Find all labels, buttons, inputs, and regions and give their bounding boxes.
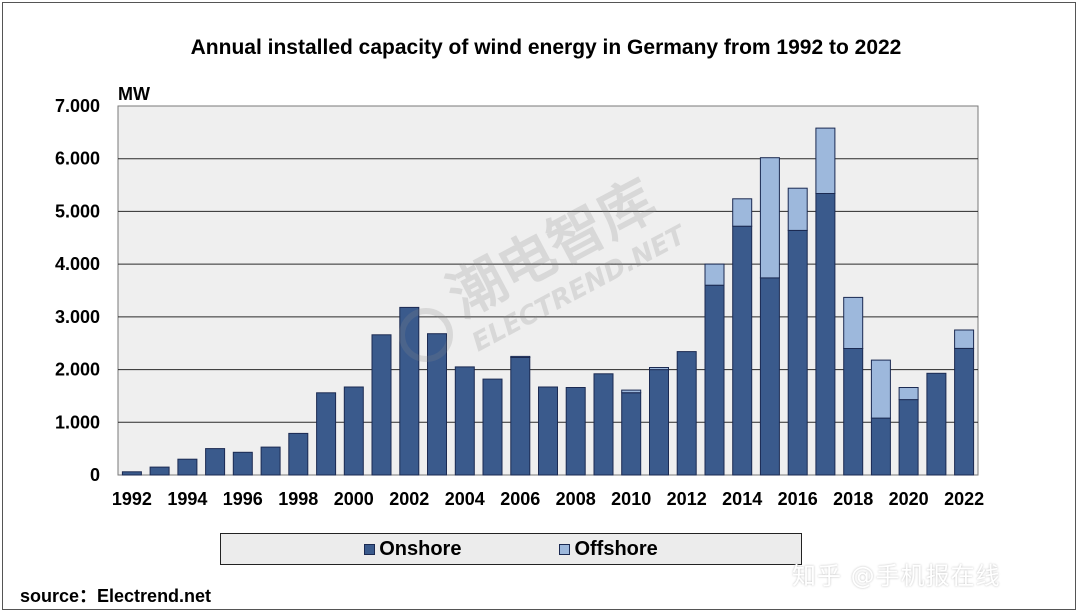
y-tick-label: 5.000 bbox=[55, 201, 100, 221]
bar-onshore-2003 bbox=[427, 333, 447, 476]
bar-offshore-2014 bbox=[732, 198, 753, 227]
x-tick-label-2020: 2020 bbox=[889, 489, 929, 509]
bar-onshore-2018 bbox=[843, 348, 864, 476]
legend-label-offshore: Offshore bbox=[574, 537, 658, 560]
bar-onshore-2004 bbox=[454, 366, 475, 476]
bar-offshore-2017 bbox=[815, 127, 836, 195]
bar-onshore-1994 bbox=[177, 458, 198, 476]
chart-title: Annual installed capacity of wind energy… bbox=[190, 36, 902, 59]
y-axis-unit-label: MW bbox=[118, 84, 150, 104]
chart-plot: 0 1.000 2.000 3.000 4.000 5.000 6.000 7.000 199… bbox=[55, 96, 984, 509]
y-tick-label: 0 bbox=[90, 465, 100, 485]
bar-offshore-2019 bbox=[870, 359, 891, 419]
bar-onshore-2001 bbox=[371, 334, 392, 476]
bar-offshore-2022 bbox=[954, 329, 975, 349]
bar-onshore-2011 bbox=[649, 369, 669, 476]
bar-offshore-2013 bbox=[704, 263, 725, 286]
bar-onshore-2014 bbox=[732, 225, 753, 476]
bar-onshore-2000 bbox=[343, 386, 364, 476]
bar-onshore-2005 bbox=[482, 378, 503, 476]
x-tick-labels: 1992 1994 1996 1998 2000 2002 2004 2006 2008 2010… bbox=[112, 489, 984, 509]
y-tick-label: 3.000 bbox=[55, 307, 100, 327]
x-tick-label-1992: 1992 bbox=[112, 489, 152, 509]
x-tick-label-2002: 2002 bbox=[389, 489, 429, 509]
x-tick-label-2010: 2010 bbox=[611, 489, 651, 509]
bar-onshore-2016 bbox=[787, 229, 808, 476]
x-tick-label-2000: 2000 bbox=[334, 489, 374, 509]
bar-onshore-2009 bbox=[593, 373, 614, 476]
bar-onshore-2015 bbox=[759, 277, 780, 476]
bar-offshore-2018 bbox=[843, 296, 864, 349]
legend: Onshore Offshore bbox=[220, 533, 802, 565]
x-tick-label-2004: 2004 bbox=[445, 489, 485, 509]
bar-onshore-2013 bbox=[704, 284, 725, 476]
y-tick-label: 6.000 bbox=[55, 149, 100, 169]
bar-onshore-1995 bbox=[205, 448, 226, 476]
bar-offshore-2010 bbox=[621, 389, 642, 394]
bar-offshore-2015 bbox=[759, 157, 780, 279]
bar-onshore-2012 bbox=[676, 351, 697, 476]
x-tick-label-2006: 2006 bbox=[500, 489, 540, 509]
bar-offshore-2006 bbox=[510, 355, 531, 358]
bar-onshore-1993 bbox=[149, 466, 170, 476]
legend-swatch-onshore bbox=[364, 543, 376, 555]
source-note: source：Electrend.net bbox=[20, 586, 212, 606]
bar-onshore-2017 bbox=[815, 193, 836, 476]
x-tick-label-2014: 2014 bbox=[722, 489, 762, 509]
watermark-corner-text: 知乎 @手机报在线 bbox=[792, 562, 1001, 590]
x-tick-label-2022: 2022 bbox=[944, 489, 984, 509]
bar-onshore-2010 bbox=[621, 392, 642, 476]
x-tick-label-1996: 1996 bbox=[223, 489, 263, 509]
x-tick-label-2016: 2016 bbox=[778, 489, 818, 509]
bar-onshore-2007 bbox=[538, 386, 558, 476]
bar-offshore-2011 bbox=[649, 367, 669, 371]
legend-label-onshore: Onshore bbox=[379, 537, 462, 560]
y-tick-label: 4.000 bbox=[55, 254, 100, 274]
x-tick-label-1998: 1998 bbox=[278, 489, 318, 509]
x-tick-label-2008: 2008 bbox=[556, 489, 596, 509]
x-tick-label-2018: 2018 bbox=[833, 489, 873, 509]
bar-onshore-1997 bbox=[260, 446, 281, 476]
bar-onshore-2022 bbox=[954, 348, 975, 476]
bar-onshore-2006 bbox=[510, 356, 531, 476]
x-tick-label-2012: 2012 bbox=[667, 489, 707, 509]
y-tick-label: 2.000 bbox=[55, 360, 100, 380]
bar-onshore-1996 bbox=[232, 451, 253, 476]
y-tick-label: 7.000 bbox=[55, 96, 100, 116]
legend-swatch-offshore bbox=[559, 543, 571, 555]
bar-onshore-1998 bbox=[288, 432, 309, 476]
bar-offshore-2016 bbox=[787, 187, 808, 231]
bar-onshore-2020 bbox=[898, 399, 919, 476]
y-tick-labels: 0 1.000 2.000 3.000 4.000 5.000 6.000 7.000 bbox=[55, 96, 100, 485]
bar-groups bbox=[121, 127, 975, 476]
bar-onshore-2002 bbox=[399, 306, 420, 476]
bar-onshore-2021 bbox=[926, 372, 947, 476]
y-tick-label: 1.000 bbox=[55, 412, 100, 432]
x-tick-label-1994: 1994 bbox=[167, 489, 207, 509]
bar-onshore-2019 bbox=[870, 417, 891, 476]
legend-item-onshore: Onshore bbox=[364, 538, 461, 561]
bar-onshore-1992 bbox=[121, 471, 142, 476]
bar-onshore-2008 bbox=[565, 387, 586, 476]
legend-item-offshore: Offshore bbox=[559, 537, 658, 561]
bar-offshore-2020 bbox=[898, 387, 919, 401]
bar-onshore-1999 bbox=[316, 392, 337, 476]
